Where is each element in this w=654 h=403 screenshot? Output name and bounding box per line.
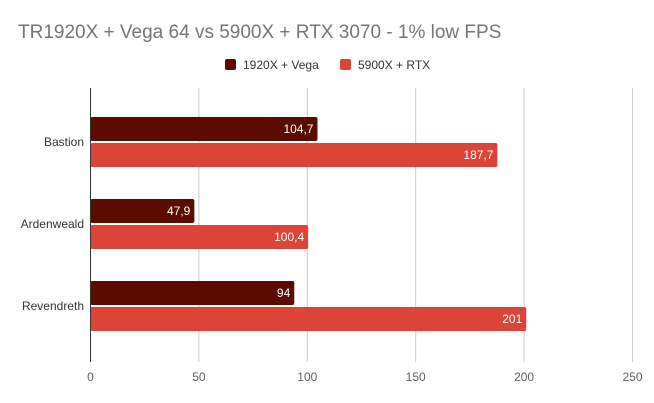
x-tick-label: 0 — [87, 370, 94, 384]
bar-value-label: 201 — [502, 312, 522, 326]
category-label: Ardenweald — [21, 217, 84, 231]
bar-value-label: 47,9 — [167, 204, 191, 218]
x-tick-label: 100 — [297, 370, 317, 384]
bar-2-revendreth — [90, 307, 527, 331]
chart-title: TR1920X + Vega 64 vs 5900X + RTX 3070 - … — [18, 22, 501, 43]
bar-value-labels: 104,7 187,7 47,9 100,4 94 201 — [167, 122, 523, 326]
category-label: Revendreth — [22, 299, 84, 313]
legend-label-series-2: 5900X + RTX — [358, 58, 430, 72]
legend-swatch-series-2 — [340, 59, 351, 70]
legend: 1920X + Vega 5900X + RTX — [225, 58, 430, 72]
legend-label-series-1: 1920X + Vega — [243, 58, 319, 72]
x-tick-label: 150 — [406, 370, 426, 384]
x-tick-labels: 0 50 100 150 200 250 — [87, 370, 643, 384]
bar-2-ardenweald — [90, 225, 309, 249]
bar-value-label: 100,4 — [274, 230, 304, 244]
bar-1-bastion — [90, 117, 318, 141]
bar-1-revendreth — [90, 281, 295, 305]
x-tick-label: 250 — [622, 370, 642, 384]
bar-value-label: 104,7 — [283, 122, 313, 136]
bar-value-label: 187,7 — [463, 148, 493, 162]
category-labels: Bastion Ardenweald Revendreth — [21, 135, 84, 313]
bar-2-bastion — [90, 143, 498, 167]
x-tick-label: 50 — [192, 370, 206, 384]
bars — [90, 117, 527, 331]
legend-swatch-series-1 — [225, 59, 236, 70]
bar-value-label: 94 — [277, 286, 291, 300]
x-tick-label: 200 — [514, 370, 534, 384]
category-label: Bastion — [44, 135, 84, 149]
bar-1-ardenweald — [90, 199, 195, 223]
